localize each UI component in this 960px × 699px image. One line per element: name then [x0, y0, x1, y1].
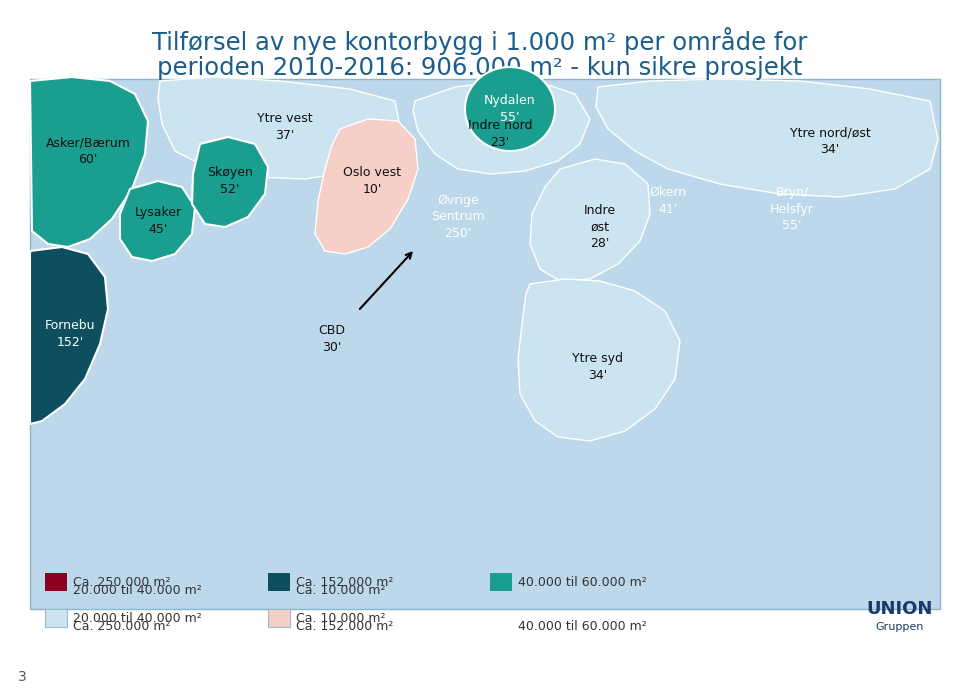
Text: Ca. 152.000 m²: Ca. 152.000 m² — [296, 621, 394, 633]
Bar — [268, 573, 290, 591]
Text: Asker/Bærum
60': Asker/Bærum 60' — [45, 136, 131, 166]
Text: 3: 3 — [18, 670, 27, 684]
Polygon shape — [518, 279, 680, 441]
Ellipse shape — [465, 67, 555, 151]
Text: Ytre syd
34': Ytre syd 34' — [572, 352, 623, 382]
Polygon shape — [315, 119, 418, 254]
Text: Ca. 250.000 m²: Ca. 250.000 m² — [73, 621, 171, 633]
Text: Nydalen
55': Nydalen 55' — [484, 94, 536, 124]
Polygon shape — [596, 79, 938, 197]
Polygon shape — [30, 247, 108, 424]
Bar — [490, 573, 512, 591]
Polygon shape — [530, 159, 650, 281]
Text: Gruppen: Gruppen — [876, 622, 924, 632]
Bar — [30, 79, 940, 609]
Text: 40.000 til 60.000 m²: 40.000 til 60.000 m² — [518, 621, 647, 633]
Text: Ca. 10.000 m²: Ca. 10.000 m² — [296, 612, 386, 624]
Bar — [45, 609, 67, 627]
Bar — [268, 609, 290, 627]
Polygon shape — [158, 77, 400, 179]
Text: Bryn/
Helsfyr
55': Bryn/ Helsfyr 55' — [770, 186, 814, 232]
Bar — [45, 573, 67, 591]
Text: Lysaker
45': Lysaker 45' — [134, 206, 181, 236]
Polygon shape — [413, 81, 590, 174]
Text: Ca. 250.000 m²: Ca. 250.000 m² — [73, 575, 171, 589]
Polygon shape — [120, 181, 195, 261]
Text: Ca. 152.000 m²: Ca. 152.000 m² — [296, 575, 394, 589]
Text: perioden 2010-2016: 906.000 m² - kun sikre prosjekt: perioden 2010-2016: 906.000 m² - kun sik… — [157, 56, 803, 80]
Text: Oslo vest
10': Oslo vest 10' — [343, 166, 401, 196]
Polygon shape — [30, 77, 148, 247]
Text: Økern
41': Økern 41' — [649, 186, 686, 216]
Text: 20.000 til 40.000 m²: 20.000 til 40.000 m² — [73, 612, 202, 624]
Text: Indre
øst
28': Indre øst 28' — [584, 204, 616, 250]
Text: 20.000 til 40.000 m²: 20.000 til 40.000 m² — [73, 584, 202, 596]
Text: Fornebu
152': Fornebu 152' — [45, 319, 95, 349]
Text: Ca. 10.000 m²: Ca. 10.000 m² — [296, 584, 386, 596]
Polygon shape — [192, 137, 268, 227]
Text: Tilførsel av nye kontorbygg i 1.000 m² per område for: Tilførsel av nye kontorbygg i 1.000 m² p… — [153, 27, 807, 55]
Text: CBD
30': CBD 30' — [319, 324, 346, 354]
Text: Ytre nord/øst
34': Ytre nord/øst 34' — [790, 127, 871, 156]
Text: Øvrige
Sentrum
250': Øvrige Sentrum 250' — [431, 194, 485, 240]
Text: Indre nord
23': Indre nord 23' — [468, 120, 532, 149]
Text: Skøyen
52': Skøyen 52' — [207, 166, 252, 196]
Text: UNION: UNION — [867, 600, 933, 618]
Text: Ytre vest
37': Ytre vest 37' — [257, 113, 313, 142]
Text: 40.000 til 60.000 m²: 40.000 til 60.000 m² — [518, 575, 647, 589]
